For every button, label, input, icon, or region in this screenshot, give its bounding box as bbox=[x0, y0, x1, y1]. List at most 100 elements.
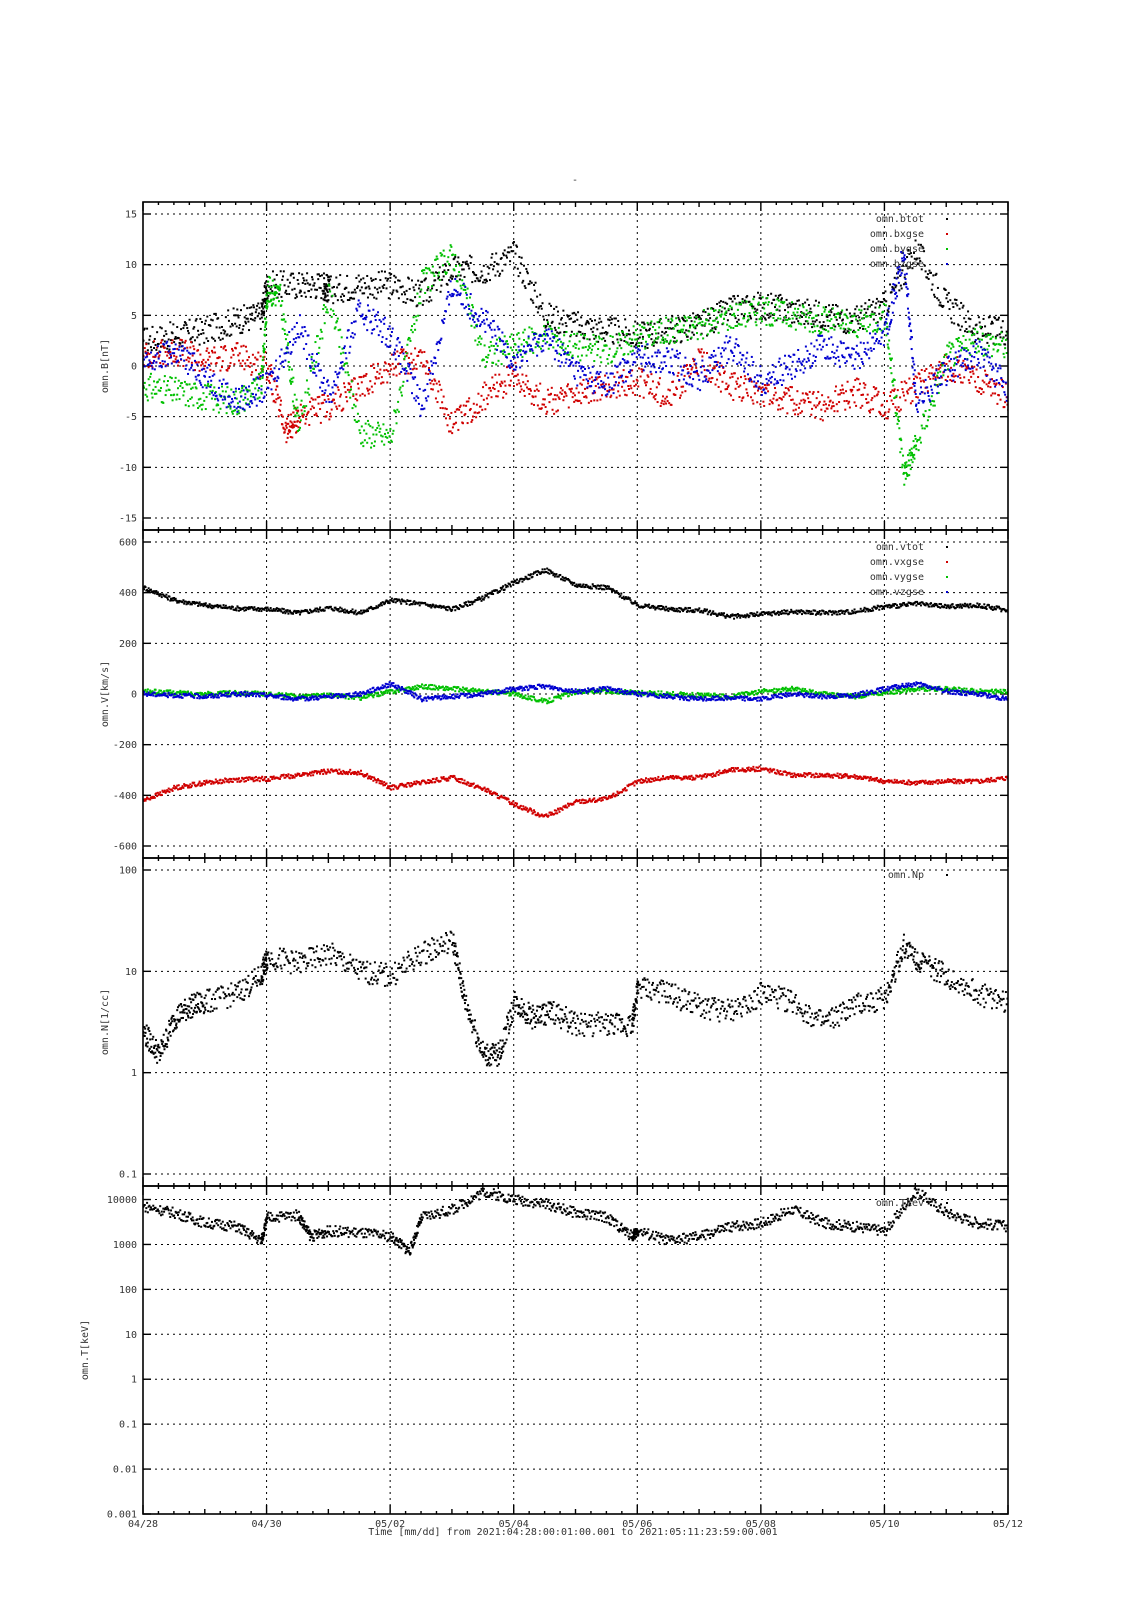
panel-velocity: 6004002000-200-400-600omn.V[km/s]omn.vto… bbox=[100, 529, 1009, 859]
data-point bbox=[548, 325, 551, 328]
data-point bbox=[798, 360, 801, 363]
data-point bbox=[918, 438, 921, 441]
data-point bbox=[165, 389, 168, 392]
data-point bbox=[815, 397, 818, 400]
data-point bbox=[885, 318, 888, 321]
data-point bbox=[318, 395, 321, 398]
data-point bbox=[993, 380, 996, 383]
data-point bbox=[239, 362, 242, 365]
data-point bbox=[989, 378, 992, 381]
data-point bbox=[984, 333, 987, 336]
data-point bbox=[909, 468, 912, 471]
data-point bbox=[742, 354, 745, 357]
data-point bbox=[267, 379, 270, 382]
data-point bbox=[926, 419, 929, 422]
data-point bbox=[178, 344, 181, 347]
data-point bbox=[614, 323, 617, 326]
data-point bbox=[960, 325, 963, 328]
data-point bbox=[341, 408, 344, 411]
series-omn.btot bbox=[143, 239, 1008, 354]
data-point bbox=[242, 398, 245, 401]
data-point bbox=[769, 315, 772, 318]
data-point bbox=[606, 393, 609, 396]
data-point bbox=[985, 374, 988, 377]
data-point bbox=[748, 312, 751, 315]
data-point bbox=[611, 372, 614, 375]
data-point bbox=[717, 346, 720, 349]
data-point bbox=[724, 311, 727, 314]
data-point bbox=[262, 351, 265, 354]
data-point bbox=[361, 292, 364, 295]
data-point bbox=[927, 277, 930, 280]
data-point bbox=[346, 274, 349, 277]
data-point bbox=[889, 320, 892, 323]
data-point bbox=[495, 395, 498, 398]
data-point bbox=[318, 346, 321, 349]
data-point bbox=[150, 361, 153, 364]
data-point bbox=[895, 414, 898, 417]
data-point bbox=[252, 395, 255, 398]
data-point bbox=[911, 267, 914, 270]
data-point bbox=[227, 309, 230, 312]
data-point bbox=[494, 274, 497, 277]
data-point bbox=[595, 323, 598, 326]
data-point bbox=[987, 351, 990, 354]
data-point bbox=[173, 360, 176, 363]
data-point bbox=[501, 382, 504, 385]
data-point bbox=[543, 403, 546, 406]
data-point bbox=[593, 337, 596, 340]
data-point bbox=[618, 394, 621, 397]
data-point bbox=[645, 381, 648, 384]
data-point bbox=[261, 370, 264, 373]
data-point bbox=[239, 332, 242, 335]
data-point bbox=[723, 307, 726, 310]
data-point bbox=[882, 330, 885, 333]
data-point bbox=[630, 345, 633, 348]
data-point bbox=[739, 323, 742, 326]
data-point bbox=[974, 328, 977, 331]
data-point bbox=[440, 284, 443, 287]
data-point bbox=[926, 391, 929, 394]
data-point bbox=[573, 377, 576, 380]
data-point bbox=[336, 407, 339, 410]
data-point bbox=[592, 333, 595, 336]
data-point bbox=[180, 339, 183, 342]
data-point bbox=[887, 346, 890, 349]
data-point bbox=[679, 341, 682, 344]
data-point bbox=[966, 330, 969, 333]
data-point bbox=[952, 306, 955, 309]
data-point bbox=[954, 374, 957, 377]
legend-marker bbox=[946, 233, 948, 235]
data-point bbox=[693, 320, 696, 323]
data-point bbox=[407, 356, 410, 359]
data-point bbox=[697, 316, 700, 319]
data-point bbox=[371, 426, 374, 429]
data-point bbox=[439, 252, 442, 255]
data-point bbox=[592, 379, 595, 382]
data-point bbox=[729, 336, 732, 339]
data-point bbox=[324, 285, 327, 288]
data-point bbox=[329, 308, 332, 311]
data-point bbox=[819, 418, 822, 421]
data-point bbox=[425, 360, 428, 363]
data-point bbox=[890, 372, 893, 375]
data-point bbox=[627, 361, 630, 364]
data-point bbox=[821, 327, 824, 330]
data-point bbox=[744, 301, 747, 304]
data-point bbox=[276, 385, 279, 388]
data-point bbox=[478, 325, 481, 328]
data-point bbox=[968, 338, 971, 341]
data-point bbox=[166, 384, 169, 387]
data-point bbox=[914, 392, 917, 395]
data-point bbox=[975, 351, 978, 354]
data-point bbox=[419, 302, 422, 305]
data-point bbox=[330, 315, 333, 318]
data-point bbox=[562, 399, 565, 402]
data-point bbox=[793, 321, 796, 324]
data-point bbox=[645, 329, 648, 332]
data-point bbox=[523, 285, 526, 288]
data-point bbox=[192, 345, 195, 348]
data-point bbox=[965, 350, 968, 353]
data-point bbox=[718, 309, 721, 312]
data-point bbox=[474, 280, 477, 283]
